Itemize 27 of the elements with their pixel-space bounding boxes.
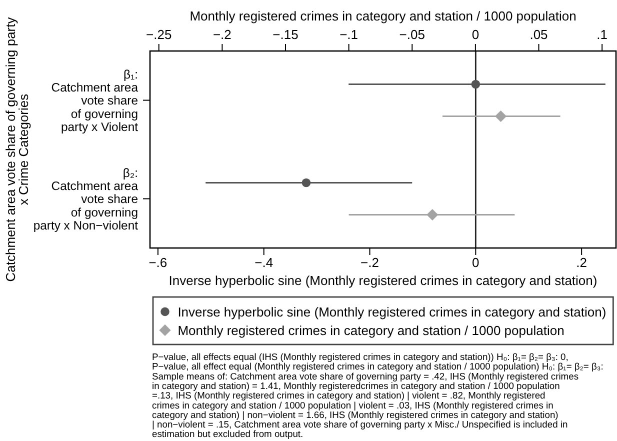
y-axis-title: Catchment area vote share of governing party x Crime Categories [3,16,31,282]
text: =.13, IHS (Monthly registered crimes in category and station) | violent = .82, Monthly registered [152,390,546,401]
legend-label: Inverse hyperbolic sine (Monthly registered crimes in category and station) [178,304,606,320]
x-axis-title: Inverse hyperbolic sine (Monthly registered crimes in category and station) [168,273,598,288]
x-tick-label: −.4 [254,255,274,270]
x2-tick-label: −.25 [146,27,172,42]
x-tick-label: .2 [576,255,587,270]
x2-tick-label: .05 [530,27,548,42]
text: crimes in category and station / 1000 population | violent = .03, IHS (Monthly registered crimes in [152,399,554,410]
text: P−value, all effects equal (IHS (Monthly registered crimes in category and station)) H₀: β₁= β₂= β₃: 0, [152,351,568,362]
x2-tick-label: .1 [596,27,608,42]
x2-axis-title: Monthly registered crimes in category and station / 1000 population [190,8,576,24]
text: estimation but excluded from output. [152,428,304,440]
legend-label: Monthly registered crimes in category and station / 1000 population [178,322,564,338]
x2-tick-label: 0 [472,27,480,42]
x2-tick-label: −.15 [272,27,298,42]
x2-tick-label: −.05 [399,27,425,42]
text: P−value, all effect equal (Monthly registered crimes in category and station / 1000 population) H₀: β₁= β₂= β₃: [152,360,604,372]
x2-tick-label: −.2 [212,27,232,42]
x-tick-label: −.6 [148,255,168,270]
x-tick-label: 0 [472,255,480,270]
x2-tick-label: −.1 [340,27,358,42]
text: Sample means of: Catchment area vote share of governing party = .42, IHS (Monthly registered crimes [152,370,579,382]
y-tick-label: β₁: Catchment area vote share of governing party x Violent [51,67,139,134]
x-tick-label: −.2 [360,255,379,270]
text: | non−violent = .15, Catchment area vote share of governing party x Misc./ Unspecified is included in [152,418,568,430]
y-tick-label: β₂: Catchment area vote share of governing party x Non−violent [33,166,139,233]
